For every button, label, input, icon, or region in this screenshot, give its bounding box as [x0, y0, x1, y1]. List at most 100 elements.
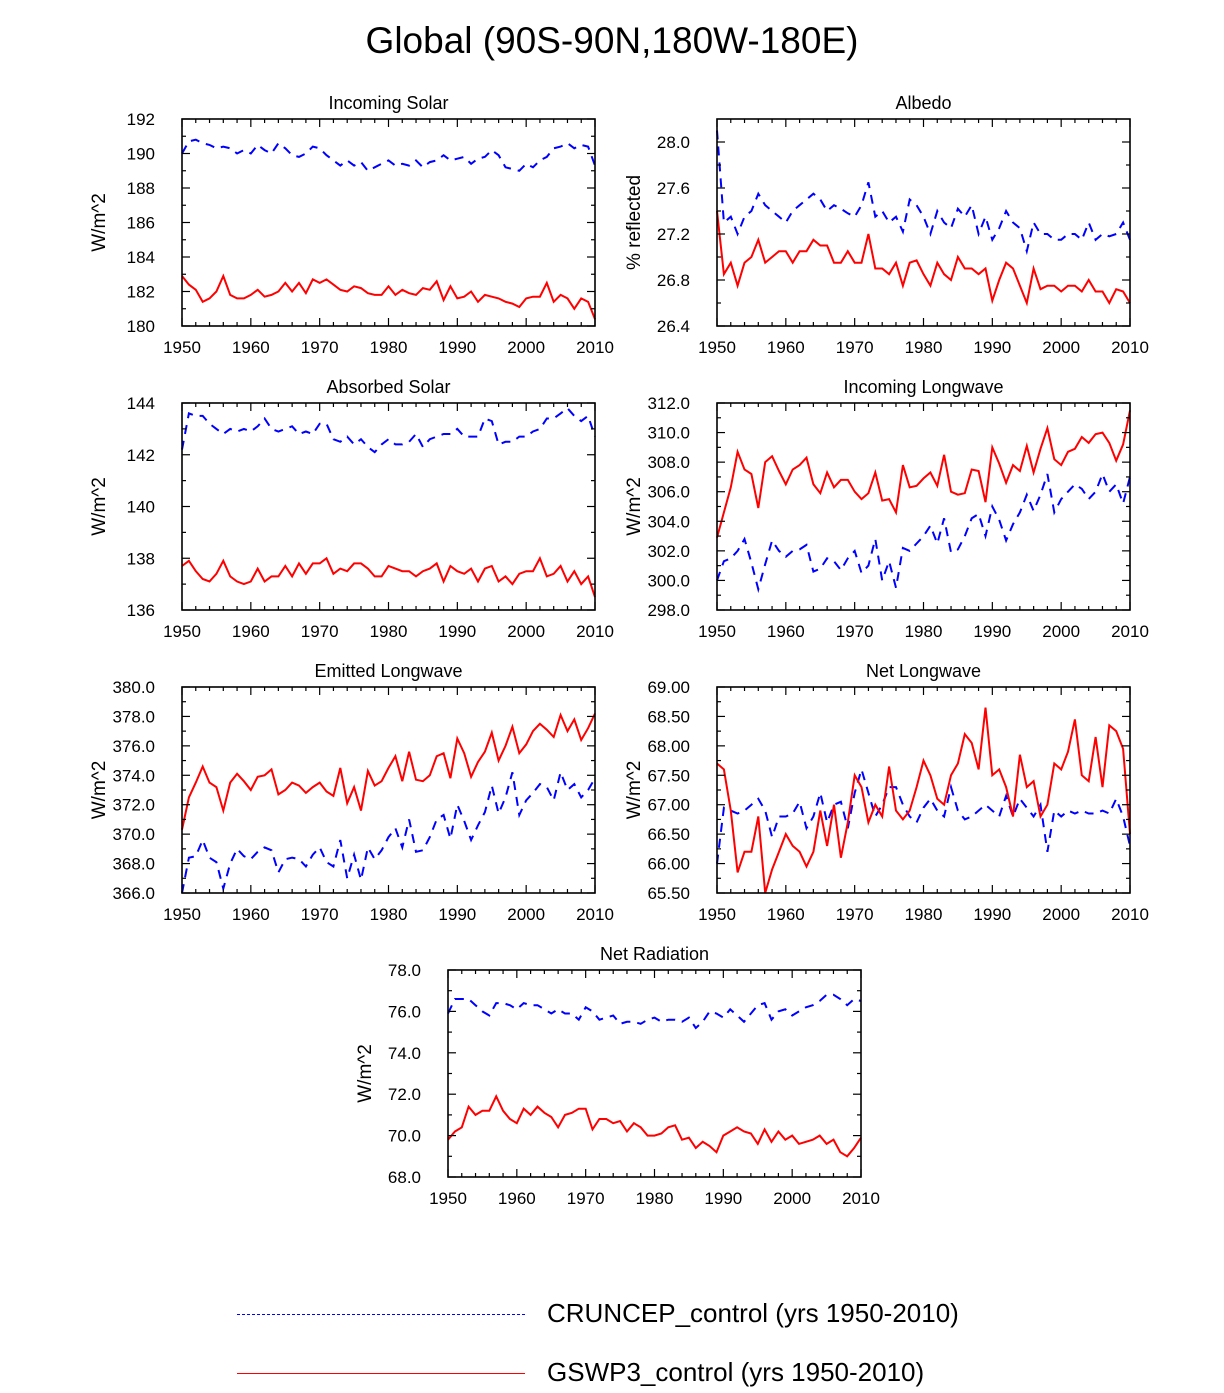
x-tick-label: 2010 [576, 622, 614, 641]
series-line-cruncep [181, 138, 596, 173]
panel-title: Incoming Longwave [843, 377, 1003, 397]
series-line-gswp3 [181, 712, 596, 830]
y-tick-label: 27.2 [657, 225, 690, 244]
y-tick-label: 68.00 [647, 737, 690, 756]
x-tick-label: 1950 [698, 622, 736, 641]
y-tick-label: 380.0 [112, 678, 155, 697]
x-tick-label: 1980 [370, 622, 408, 641]
plot-frame [716, 118, 1131, 327]
panel-title: Emitted Longwave [314, 661, 462, 681]
plot-frame [447, 969, 862, 1178]
y-tick-label: 372.0 [112, 796, 155, 815]
x-tick-label: 2000 [1042, 905, 1080, 924]
x-tick-label: 1990 [438, 338, 476, 357]
y-tick-label: 68.50 [647, 707, 690, 726]
series-line-gswp3 [447, 1093, 862, 1158]
series-line-gswp3 [716, 210, 1131, 307]
y-tick-label: 72.0 [388, 1085, 421, 1104]
x-tick-label: 1950 [163, 905, 201, 924]
x-tick-label: 2000 [1042, 338, 1080, 357]
x-tick-label: 1980 [905, 338, 943, 357]
y-tick-label: 67.00 [647, 796, 690, 815]
y-tick-label: 312.0 [647, 394, 690, 413]
panel-incoming-longwave: Incoming Longwave W/m^2 1950 1960 1970 1980 19… [624, 377, 1149, 641]
plot-frame [181, 118, 596, 327]
plot-frame [716, 686, 1131, 894]
x-tick-label: 1950 [698, 905, 736, 924]
y-tick-label: 182 [127, 283, 155, 302]
x-tick-label: 1960 [767, 622, 805, 641]
y-tick-label: 67.50 [647, 766, 690, 785]
x-tick-label: 1970 [567, 1189, 605, 1208]
x-tick-label: 1990 [973, 338, 1011, 357]
y-tick-label: 136 [127, 601, 155, 620]
y-tick-label: 304.0 [647, 512, 690, 531]
x-tick-label: 1990 [438, 622, 476, 641]
y-tick-label: 180 [127, 317, 155, 336]
x-tick-label: 1970 [301, 338, 339, 357]
panel-title: Absorbed Solar [326, 377, 450, 397]
x-tick-label: 1980 [905, 622, 943, 641]
y-axis-label: W/m^2 [89, 193, 110, 252]
x-tick-label: 2000 [773, 1189, 811, 1208]
x-tick-label: 1980 [370, 905, 408, 924]
y-tick-label: 306.0 [647, 483, 690, 502]
series-line-cruncep [181, 406, 596, 454]
x-tick-label: 1960 [232, 338, 270, 357]
y-tick-label: 378.0 [112, 707, 155, 726]
y-tick-label: 138 [127, 549, 155, 568]
series-line-cruncep [716, 130, 1131, 256]
panel-title: Net Longwave [866, 661, 981, 681]
y-axis-label: W/m^2 [624, 761, 645, 820]
x-tick-label: 2010 [1111, 338, 1149, 357]
x-tick-label: 2000 [507, 338, 545, 357]
x-tick-label: 1970 [836, 338, 874, 357]
y-tick-label: 70.0 [388, 1127, 421, 1146]
y-tick-label: 66.00 [647, 855, 690, 874]
x-tick-label: 1980 [370, 338, 408, 357]
y-tick-label: 68.0 [388, 1168, 421, 1187]
y-tick-label: 300.0 [647, 571, 690, 590]
y-tick-label: 370.0 [112, 825, 155, 844]
panel-net-longwave: Net Longwave W/m^2 1950 1960 1970 1980 1990 200… [624, 661, 1149, 924]
x-tick-label: 1950 [698, 338, 736, 357]
series-line-gswp3 [716, 410, 1131, 538]
x-tick-label: 2000 [507, 905, 545, 924]
panel-albedo: Albedo % reflected 1950 1960 1970 1980 1990 200… [624, 93, 1149, 357]
y-tick-label: 140 [127, 498, 155, 517]
plot-frame [181, 402, 596, 611]
panel-net-radiation: Net Radiation W/m^2 1950 1960 1970 1980 1990 20… [355, 944, 880, 1208]
y-tick-label: 142 [127, 446, 155, 465]
x-tick-label: 1970 [301, 622, 339, 641]
series-line-gswp3 [181, 273, 596, 320]
y-tick-label: 69.00 [647, 678, 690, 697]
x-tick-label: 2010 [576, 905, 614, 924]
y-tick-label: 192 [127, 110, 155, 129]
y-tick-label: 302.0 [647, 542, 690, 561]
panel-absorbed-solar: Absorbed Solar W/m^2 1950 1960 1970 1980 1990 2… [89, 377, 614, 641]
x-tick-label: 1970 [836, 905, 874, 924]
y-tick-label: 366.0 [112, 884, 155, 903]
figure-title: Global (90S-90N,180W-180E) [365, 20, 859, 61]
y-tick-label: 374.0 [112, 766, 155, 785]
y-tick-label: 190 [127, 145, 155, 164]
panel-emitted-longwave: Emitted Longwave W/m^2 1950 1960 1970 1980 199… [89, 661, 614, 924]
panel-title: Incoming Solar [328, 93, 448, 113]
x-tick-label: 1960 [232, 905, 270, 924]
x-tick-label: 2000 [1042, 622, 1080, 641]
y-axis-label: % reflected [624, 175, 645, 270]
y-tick-label: 144 [127, 394, 155, 413]
series-line-gswp3 [181, 555, 596, 598]
y-tick-label: 310.0 [647, 424, 690, 443]
y-tick-label: 66.50 [647, 825, 690, 844]
x-tick-label: 1990 [438, 905, 476, 924]
y-tick-label: 186 [127, 214, 155, 233]
y-tick-label: 26.4 [657, 317, 690, 336]
y-tick-label: 308.0 [647, 453, 690, 472]
y-tick-label: 26.8 [657, 271, 690, 290]
x-tick-label: 1950 [429, 1189, 467, 1208]
y-tick-label: 184 [127, 248, 155, 267]
x-tick-label: 1990 [973, 622, 1011, 641]
x-tick-label: 1990 [704, 1189, 742, 1208]
